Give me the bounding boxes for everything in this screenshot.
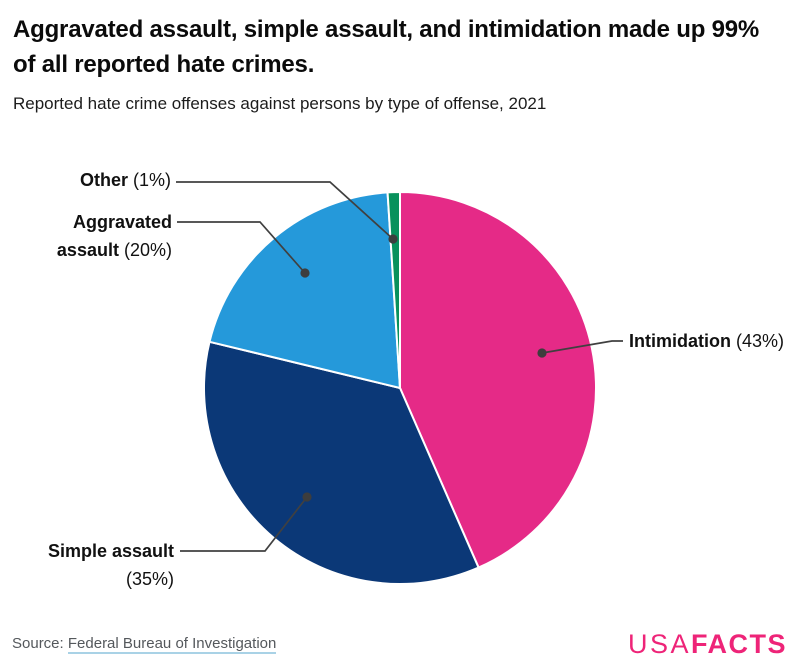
leader-dot-simple-assault (302, 492, 312, 502)
callout-intimidation-name: Intimidation (629, 331, 731, 351)
source-link[interactable]: Federal Bureau of Investigation (67, 635, 277, 654)
usafacts-logo-usa: USA (627, 629, 691, 659)
callout-intimidation-pct: (43%) (736, 331, 785, 351)
page-subtitle: Reported hate crime offenses against per… (13, 94, 547, 113)
leader-line-simple-assault (180, 496, 308, 552)
callout-aggravated-assault-name: Aggravated assault (56, 212, 172, 260)
callout-aggravated-assault: Aggravated assault (20%) (40, 208, 172, 264)
callout-simple-assault: Simple assault (35%) (24, 537, 174, 593)
leader-line-other (176, 181, 394, 240)
usafacts-logo: USAFACTS (628, 629, 787, 659)
leader-line-intimidation (541, 340, 623, 354)
pie-slices (202, 190, 597, 586)
leader-lines (176, 181, 623, 552)
source-line: Source: Federal Bureau of Investigation (12, 635, 277, 654)
callout-aggravated-assault-pct: (20%) (123, 240, 172, 260)
callout-simple-assault-name: Simple assault (47, 541, 174, 561)
leader-line-aggravated-assault (177, 221, 306, 274)
callout-intimidation: Intimidation (43%) (629, 329, 784, 353)
callout-simple-assault-pct: (35%) (125, 569, 174, 589)
source-prefix: Source: (12, 635, 68, 652)
pie-slice-intimidation (399, 191, 597, 569)
page-title: Aggravated assault, simple assault, and … (13, 16, 760, 78)
leader-dot-intimidation (537, 348, 547, 358)
callout-other-name: Other (79, 170, 128, 190)
callout-other: Other (1%) (80, 168, 171, 192)
leader-dot-other (388, 234, 398, 244)
usafacts-logo-facts: FACTS (690, 629, 787, 659)
leader-dot-aggravated-assault (300, 268, 310, 278)
callout-other-pct: (1%) (132, 170, 171, 190)
